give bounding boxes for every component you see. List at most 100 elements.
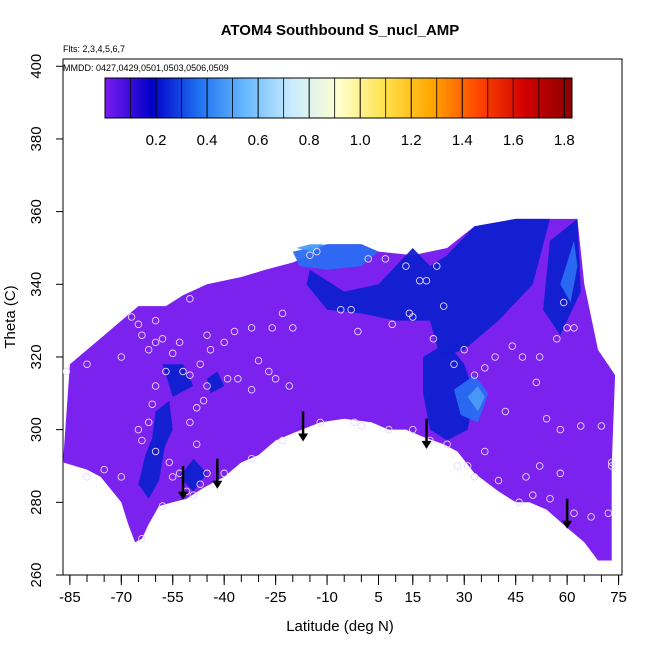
y-tick-label: 400	[28, 54, 45, 79]
field-region-darkblue	[207, 371, 225, 394]
colorbar-tick-label: 0.8	[299, 132, 320, 149]
field-region-darkblue	[423, 342, 475, 441]
data-point	[337, 305, 345, 314]
data-point	[203, 331, 211, 339]
data-point	[247, 454, 256, 463]
colorbar-tick-label: 0.4	[197, 132, 218, 149]
data-point	[313, 247, 321, 256]
data-point	[450, 360, 458, 368]
data-point	[570, 509, 578, 517]
data-point	[364, 255, 372, 263]
data-point	[151, 338, 160, 347]
x-tick-label: -55	[162, 589, 184, 606]
data-point	[570, 324, 578, 332]
data-point	[388, 320, 396, 329]
data-point	[532, 378, 541, 387]
data-point	[83, 473, 91, 481]
arrow-head	[178, 491, 189, 500]
data-point	[151, 382, 160, 390]
colorbar: 0.2 0.4 0.6 0.8 1.0 1.2 1.4 1.6 1.8	[104, 77, 575, 149]
data-point	[577, 422, 585, 430]
data-point	[453, 462, 462, 470]
data-point	[158, 335, 167, 343]
y-tick-label: 360	[28, 199, 45, 224]
data-point	[429, 335, 438, 343]
data-point	[285, 382, 294, 390]
data-point	[179, 367, 187, 376]
arrow-head	[212, 480, 223, 489]
x-tick-label: -70	[110, 589, 132, 606]
data-point	[168, 349, 177, 358]
data-point	[127, 313, 136, 321]
colorbar-ticks: 0.2 0.4 0.6 0.8 1.0 1.2 1.4 1.6 1.8	[130, 78, 575, 149]
data-point	[289, 324, 297, 332]
data-point	[350, 418, 359, 427]
data-point	[501, 407, 510, 416]
data-point	[522, 473, 530, 481]
data-point	[405, 309, 414, 318]
data-point	[144, 418, 153, 427]
data-point	[186, 295, 194, 303]
data-point	[515, 498, 523, 507]
field-region-blue	[560, 240, 578, 303]
data-point	[223, 375, 232, 383]
data-point	[186, 418, 194, 427]
data-point	[220, 338, 228, 347]
data-point	[192, 440, 201, 448]
colorbar-rect	[104, 77, 573, 119]
data-point	[220, 469, 228, 478]
data-point	[385, 425, 393, 434]
x-tick-label: 15	[404, 589, 421, 606]
data-point	[463, 462, 472, 470]
data-point	[254, 356, 263, 365]
field-region-darkblue	[138, 429, 166, 499]
x-tick-label: -40	[213, 589, 235, 606]
data-point	[100, 465, 108, 474]
data-point	[559, 298, 568, 307]
data-point	[607, 458, 616, 467]
data-point	[494, 476, 503, 485]
y-tick-label: 340	[28, 272, 45, 297]
data-point	[409, 425, 417, 434]
data-point	[192, 404, 201, 412]
y-axis: 260 280 300 320 340 360 380 400	[28, 54, 63, 588]
data-point	[144, 345, 153, 354]
data-point	[196, 480, 204, 488]
data-point	[175, 338, 184, 347]
data-point	[138, 436, 146, 445]
y-tick-label: 320	[28, 344, 45, 369]
x-tick-label: 30	[456, 589, 473, 606]
arrow-head	[298, 433, 309, 442]
data-point	[151, 316, 160, 325]
data-point	[203, 469, 211, 478]
colorbar-tick-label: 1.8	[554, 132, 575, 149]
dates-annotation: MMDD: 0427,0429,0501,0503,0506,0509	[63, 63, 229, 73]
x-tick-label: 5	[374, 589, 382, 606]
data-point	[134, 425, 143, 434]
data-point	[206, 345, 215, 354]
colorbar-tick-label: 1.6	[503, 132, 524, 149]
flight-arrows	[178, 411, 573, 529]
data-point	[278, 436, 287, 445]
data-point	[542, 414, 551, 423]
field-region-lightblue	[467, 386, 485, 412]
colorbar-tick-label: 1.4	[452, 132, 473, 149]
data-point	[422, 276, 431, 285]
data-point	[199, 396, 208, 405]
data-point	[306, 251, 314, 259]
data-point	[354, 327, 362, 336]
x-axis-label: Latitude (deg N)	[286, 618, 394, 635]
data-point	[518, 353, 527, 361]
data-point	[138, 534, 146, 543]
x-tick-label: 60	[559, 589, 576, 606]
y-tick-label: 260	[28, 562, 45, 587]
data-point	[535, 353, 544, 361]
data-point	[151, 447, 160, 456]
plot-frame	[62, 58, 623, 576]
data-point	[271, 375, 280, 383]
x-tick-label: 75	[610, 589, 627, 606]
data-point	[556, 469, 565, 478]
data-point	[186, 371, 194, 379]
data-point	[117, 473, 126, 481]
